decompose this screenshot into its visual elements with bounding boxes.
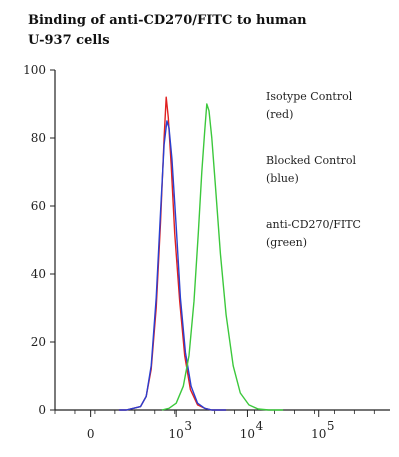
y-tick-label: 80 (31, 131, 46, 145)
y-tick-label: 40 (31, 267, 46, 281)
x-tick-exponent: 5 (327, 419, 335, 433)
x-tick-exponent: 4 (256, 419, 264, 433)
series-layer (119, 96, 284, 411)
legend-label: Isotype Control (266, 90, 353, 103)
legend-label: Blocked Control (266, 154, 357, 167)
x-tick-exponent: 3 (184, 419, 192, 433)
x-tick-label: 10 (240, 427, 255, 441)
legend-label: anti-CD270/FITC (266, 218, 361, 231)
y-tick-label: 0 (38, 403, 46, 417)
legend-note: (blue) (266, 172, 299, 185)
legend: Isotype Control (red) Blocked Control (blue… (266, 90, 361, 249)
y-tick-label: 100 (23, 63, 46, 77)
series-line-2 (119, 120, 227, 411)
chart-title-line-2: U-937 cells (28, 33, 110, 48)
legend-note: (green) (266, 236, 307, 249)
y-tick-label: 20 (31, 335, 46, 349)
x-tick-label: 0 (87, 427, 95, 441)
x-tick-label: 10 (311, 427, 326, 441)
legend-note: (red) (266, 108, 293, 121)
chart-title-line-1: Binding of anti-CD270/FITC to human (28, 13, 307, 28)
x-tick-label: 10 (169, 427, 184, 441)
y-tick-label: 60 (31, 199, 46, 213)
series-line-1 (119, 96, 227, 411)
series-line-3 (161, 103, 284, 411)
